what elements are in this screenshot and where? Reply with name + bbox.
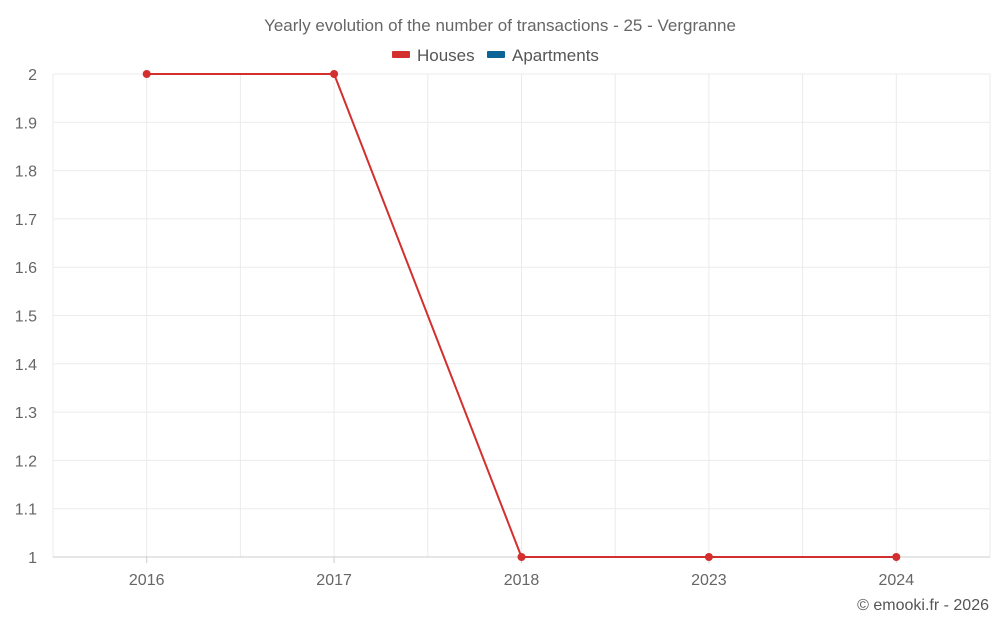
x-tick-label: 2016 [129,572,165,589]
data-point-houses[interactable] [704,553,713,561]
grid [52,73,991,557]
y-tick-label: 1.8 [15,164,37,181]
x-tick-label: 2017 [316,572,352,589]
y-tick-label: 1.1 [15,502,37,519]
y-tick-label: 1.9 [15,115,37,132]
y-tick-label: 1.4 [15,357,37,374]
y-tick-label: 1.6 [15,260,37,277]
data-point-houses[interactable] [330,70,339,78]
x-tick-label: 2018 [504,572,540,589]
chart-title: Yearly evolution of the number of transa… [264,16,736,35]
y-tick-label: 2 [28,67,37,84]
series-houses [142,70,901,561]
data-point-houses[interactable] [142,70,151,78]
y-tick-label: 1 [28,550,37,567]
legend-item-houses[interactable]: Houses [392,46,475,65]
y-tick-label: 1.2 [15,453,37,470]
legend-label-houses: Houses [417,46,475,65]
y-axis-ticks: 2 1.9 1.8 1.7 1.6 1.5 1.4 1.3 1.2 1.1 1 [15,67,37,567]
data-point-houses[interactable] [892,553,901,561]
legend-swatch-houses [392,51,410,58]
y-tick-label: 1.5 [15,309,37,326]
y-tick-label: 1.7 [15,212,37,229]
legend-label-apartments: Apartments [512,46,599,65]
data-point-houses[interactable] [517,553,526,561]
y-tick-label: 1.3 [15,405,37,422]
x-tick-label: 2023 [691,572,727,589]
legend-item-apartments[interactable]: Apartments [487,46,599,65]
x-tick-label: 2024 [879,572,915,589]
legend: Houses Apartments [392,46,599,65]
legend-swatch-apartments [487,51,505,58]
credit-text: © emooki.fr - 2026 [857,597,989,614]
x-axis-ticks: 2016 2017 2018 2023 2024 [129,572,914,589]
